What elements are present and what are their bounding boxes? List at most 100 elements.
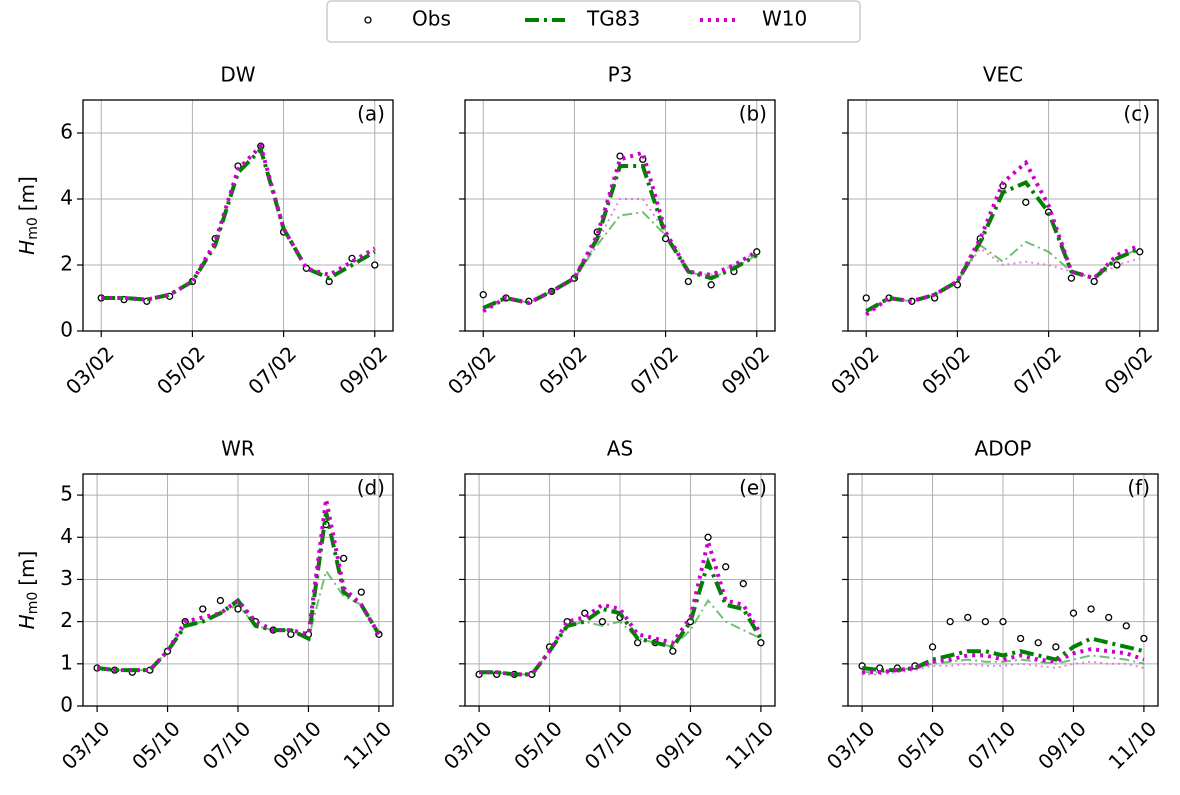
series-line — [482, 198, 758, 313]
obs-point — [616, 152, 624, 160]
obs-point — [371, 261, 379, 269]
x-tick-label: 09/02 — [1099, 341, 1157, 399]
panel-label: (f) — [1127, 476, 1150, 500]
axes-frame — [82, 99, 394, 332]
x-tick-label: 09/10 — [268, 716, 326, 774]
obs-point — [1069, 609, 1078, 617]
obs-point — [1122, 622, 1130, 630]
obs-point — [1140, 634, 1148, 643]
y-label-symbol: H — [15, 240, 39, 255]
obs-point — [1136, 248, 1144, 256]
obs-point — [928, 643, 937, 651]
obs-point — [999, 617, 1007, 626]
y-tick-label: 3 — [60, 566, 73, 590]
panel-title: ADOP — [975, 437, 1032, 461]
series-line — [862, 647, 1145, 675]
series-line — [96, 511, 381, 673]
axes-frame — [847, 473, 1159, 707]
x-tick-label: 05/02 — [152, 341, 210, 399]
obs-point — [704, 533, 712, 541]
y-tick-label: 0 — [60, 693, 73, 717]
x-tick-label: 07/02 — [243, 341, 301, 399]
obs-point — [684, 277, 693, 286]
axes-frame — [464, 99, 776, 332]
obs-point — [234, 605, 242, 613]
x-tick-label: 05/02 — [917, 341, 975, 399]
obs-point — [1034, 639, 1042, 647]
x-tick-label: 05/02 — [534, 341, 592, 399]
y-tick-label: 2 — [60, 252, 73, 276]
obs-point — [739, 580, 747, 588]
y-tick-label: 2 — [60, 608, 73, 632]
y-label-symbol: H — [15, 614, 39, 629]
obs-point — [669, 647, 677, 655]
panel-label: (d) — [357, 476, 385, 500]
legend-label: W10 — [762, 7, 807, 31]
panel-title: AS — [607, 437, 633, 461]
y-tick-label: 5 — [60, 482, 73, 506]
obs-point — [598, 617, 607, 626]
series-line — [101, 145, 376, 302]
y-axis-label: Hm0 [m] — [15, 551, 42, 630]
x-tick-label: 09/10 — [1033, 716, 1091, 774]
x-tick-label: 03/02 — [61, 341, 119, 399]
obs-point — [1067, 274, 1076, 282]
obs-point — [1105, 613, 1113, 622]
x-tick-label: 05/10 — [127, 716, 185, 774]
y-tick-label: 1 — [60, 650, 73, 674]
obs-point — [757, 639, 765, 647]
obs-point — [1022, 198, 1030, 206]
obs-point — [479, 291, 487, 299]
x-tick-label: 07/10 — [580, 716, 638, 774]
y-axis-label: Hm0 [m] — [15, 176, 42, 255]
obs-point — [1087, 605, 1095, 613]
series-line — [865, 247, 1141, 316]
obs-point — [964, 613, 972, 622]
panel-label: (a) — [357, 102, 385, 126]
obs-point — [1016, 634, 1025, 643]
x-tick-label: 03/10 — [57, 716, 115, 774]
series-line — [101, 142, 376, 302]
series-line — [482, 150, 758, 313]
obs-point — [340, 554, 348, 563]
y-label-unit: [m] — [15, 176, 39, 211]
axes-frame — [847, 99, 1159, 332]
x-tick-label: 09/02 — [334, 341, 392, 399]
x-tick-label: 09/10 — [650, 716, 708, 774]
obs-point — [1090, 277, 1098, 286]
x-tick-label: 03/10 — [439, 716, 497, 774]
series-line — [865, 159, 1141, 317]
x-tick-label: 03/10 — [822, 716, 880, 774]
x-tick-label: 03/02 — [826, 341, 884, 399]
panel-label: (c) — [1123, 102, 1150, 126]
x-tick-label: 05/10 — [509, 716, 567, 774]
obs-point — [862, 294, 870, 302]
panel-title: WR — [221, 437, 255, 461]
series-line — [482, 164, 758, 310]
x-tick-label: 03/02 — [443, 341, 501, 399]
obs-point — [946, 617, 954, 626]
series-line — [482, 211, 758, 309]
obs-point — [1113, 261, 1121, 269]
series-line — [479, 556, 763, 677]
legend-box — [326, 0, 861, 43]
x-tick-label: 07/02 — [1008, 341, 1066, 399]
x-tick-label: 11/10 — [721, 716, 779, 774]
legend-marker — [364, 16, 372, 24]
obs-point — [633, 639, 642, 647]
obs-point — [753, 248, 761, 256]
y-tick-label: 0 — [60, 318, 73, 342]
obs-point — [707, 281, 715, 289]
axes-frame — [82, 473, 394, 707]
x-tick-label: 07/10 — [963, 716, 1021, 774]
y-tick-label: 4 — [60, 186, 73, 210]
series-line — [865, 180, 1141, 313]
y-label-unit: [m] — [15, 551, 39, 586]
x-tick-label: 07/02 — [625, 341, 683, 399]
legend-label: TG83 — [586, 7, 640, 31]
series-line — [861, 636, 1145, 673]
panel-title: DW — [220, 63, 255, 87]
series-line — [479, 533, 763, 677]
y-tick-label: 4 — [60, 524, 73, 548]
panel-label: (b) — [739, 102, 767, 126]
